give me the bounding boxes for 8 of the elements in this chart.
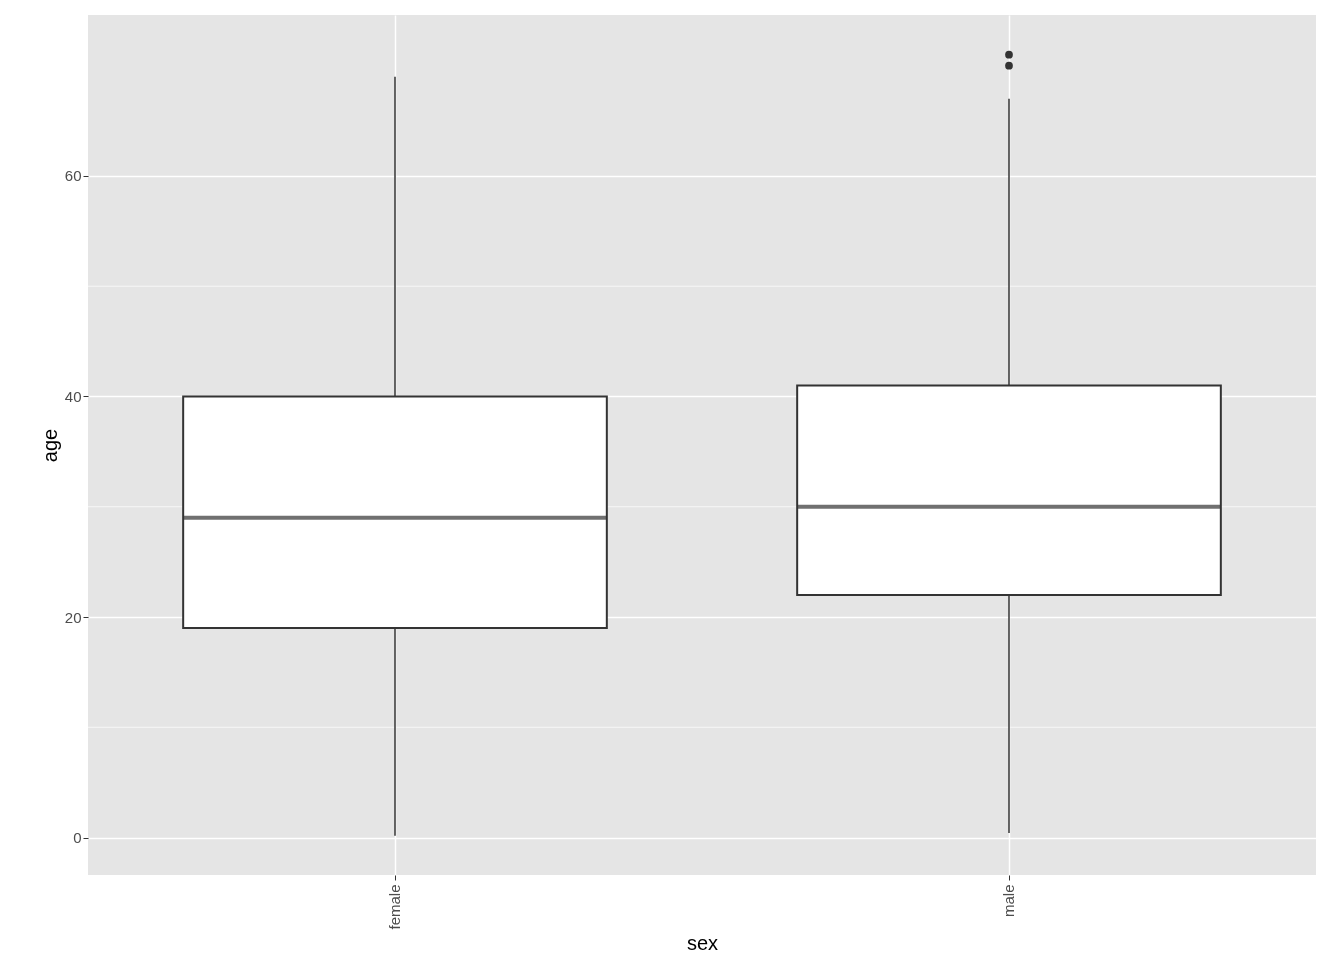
y-tick-label: 20 [64, 608, 82, 626]
y-tick-label: 40 [64, 387, 82, 405]
y-tick-label: 0 [73, 829, 82, 847]
x-tick-label: female [386, 884, 403, 930]
x-axis-title: sex [686, 931, 719, 954]
y-axis-title: age [38, 428, 61, 463]
y-tick-label: 60 [64, 167, 82, 185]
x-tick-label: male [1000, 884, 1017, 918]
